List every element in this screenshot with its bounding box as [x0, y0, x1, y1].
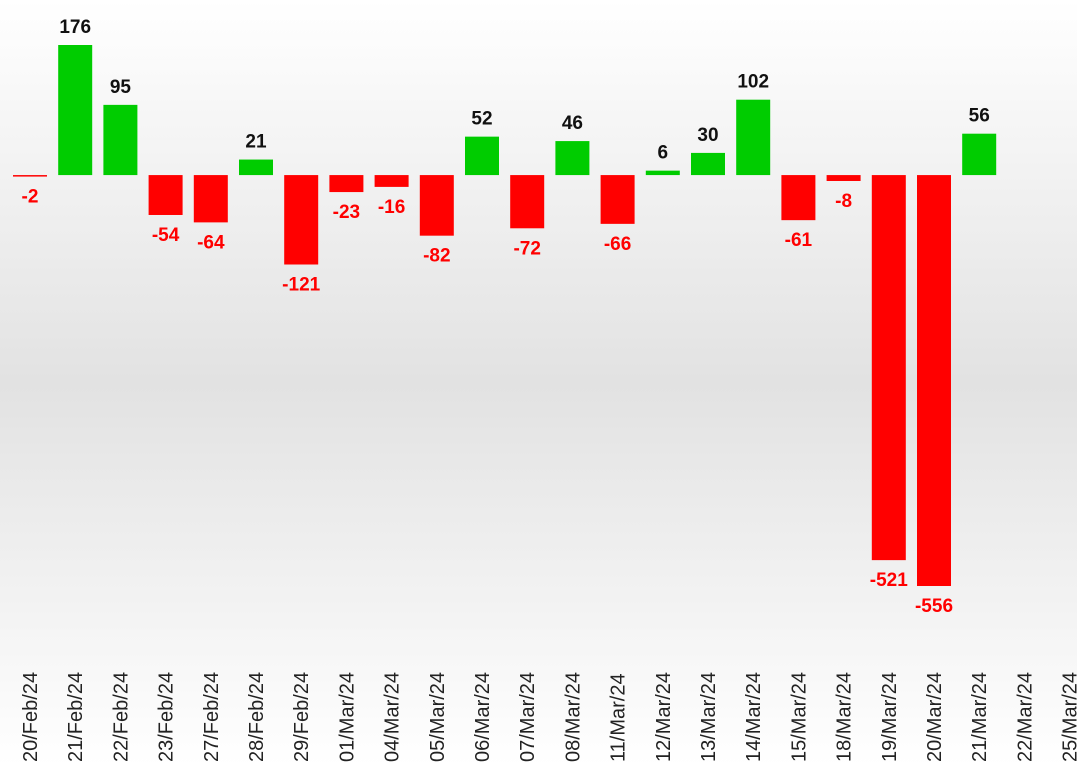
x-tick-label: 25/Mar/24: [1060, 672, 1077, 762]
data-label: -66: [604, 234, 631, 255]
x-tick-label: 04/Mar/24: [382, 672, 404, 762]
data-label: -8: [835, 191, 852, 212]
data-label: -521: [870, 570, 908, 591]
x-tick-label: 11/Mar/24: [608, 673, 630, 762]
data-label: -16: [378, 197, 405, 218]
data-label: 102: [737, 72, 769, 93]
data-label: 30: [697, 125, 718, 146]
bar: [58, 45, 93, 176]
x-tick-label: 18/Mar/24: [834, 672, 856, 762]
bar: [374, 175, 409, 187]
data-label: -23: [333, 202, 360, 223]
bar: [419, 175, 454, 236]
x-tick-label: 29/Feb/24: [291, 672, 313, 762]
bar: [555, 141, 590, 176]
data-label: -54: [152, 225, 180, 246]
x-tick-label: 20/Feb/24: [20, 672, 42, 762]
x-tick-label: 01/Mar/24: [336, 672, 358, 762]
x-tick-label: 22/Feb/24: [110, 672, 132, 762]
data-label: -72: [513, 238, 540, 259]
x-tick-label: 07/Mar/24: [517, 672, 539, 762]
data-label: 52: [471, 109, 492, 130]
bar: [13, 175, 47, 177]
bar: [193, 175, 228, 223]
x-tick-label: 15/Mar/24: [788, 672, 810, 762]
data-label: -556: [915, 596, 953, 617]
data-label: 21: [245, 132, 267, 153]
bar: [736, 99, 771, 176]
x-tick-label: 22/Mar/24: [1014, 672, 1036, 762]
x-tick-label: 21/Mar/24: [969, 672, 991, 762]
bar: [871, 175, 906, 561]
bar: [645, 170, 680, 176]
data-label: -121: [282, 275, 320, 296]
bar: [239, 159, 273, 176]
x-tick-label: 08/Mar/24: [562, 672, 584, 762]
bar: [962, 133, 997, 176]
x-tick-label: 14/Mar/24: [743, 672, 765, 762]
x-tick-label: 20/Mar/24: [924, 672, 946, 762]
bar: [917, 175, 951, 586]
data-label: 6: [658, 143, 669, 164]
data-label: -64: [197, 232, 225, 253]
bar: [329, 175, 364, 193]
x-tick-label: 23/Feb/24: [156, 672, 178, 762]
bar: [600, 175, 635, 224]
x-tick-label: 12/Mar/24: [653, 672, 675, 762]
bar: [510, 175, 545, 229]
bar: [103, 104, 138, 176]
x-tick-label: 27/Feb/24: [201, 672, 223, 762]
data-label: 56: [969, 106, 990, 127]
data-label: -82: [423, 246, 450, 267]
data-label: 95: [110, 77, 132, 98]
data-label: -2: [22, 187, 39, 208]
data-label: -61: [785, 230, 813, 251]
bar: [284, 175, 319, 265]
data-label: 176: [59, 17, 91, 38]
bar: [826, 175, 861, 181]
x-tick-label: 05/Mar/24: [427, 672, 449, 762]
bar: [465, 136, 499, 176]
x-tick-label: 19/Mar/24: [879, 672, 901, 762]
x-tick-label: 06/Mar/24: [472, 672, 494, 762]
data-label: 46: [562, 113, 583, 134]
x-tick-label: 28/Feb/24: [246, 672, 268, 762]
x-tick-label: 21/Feb/24: [65, 672, 87, 762]
bar: [691, 152, 725, 176]
bar: [148, 175, 183, 215]
x-tick-label: 13/Mar/24: [698, 672, 720, 762]
bar: [781, 175, 816, 221]
